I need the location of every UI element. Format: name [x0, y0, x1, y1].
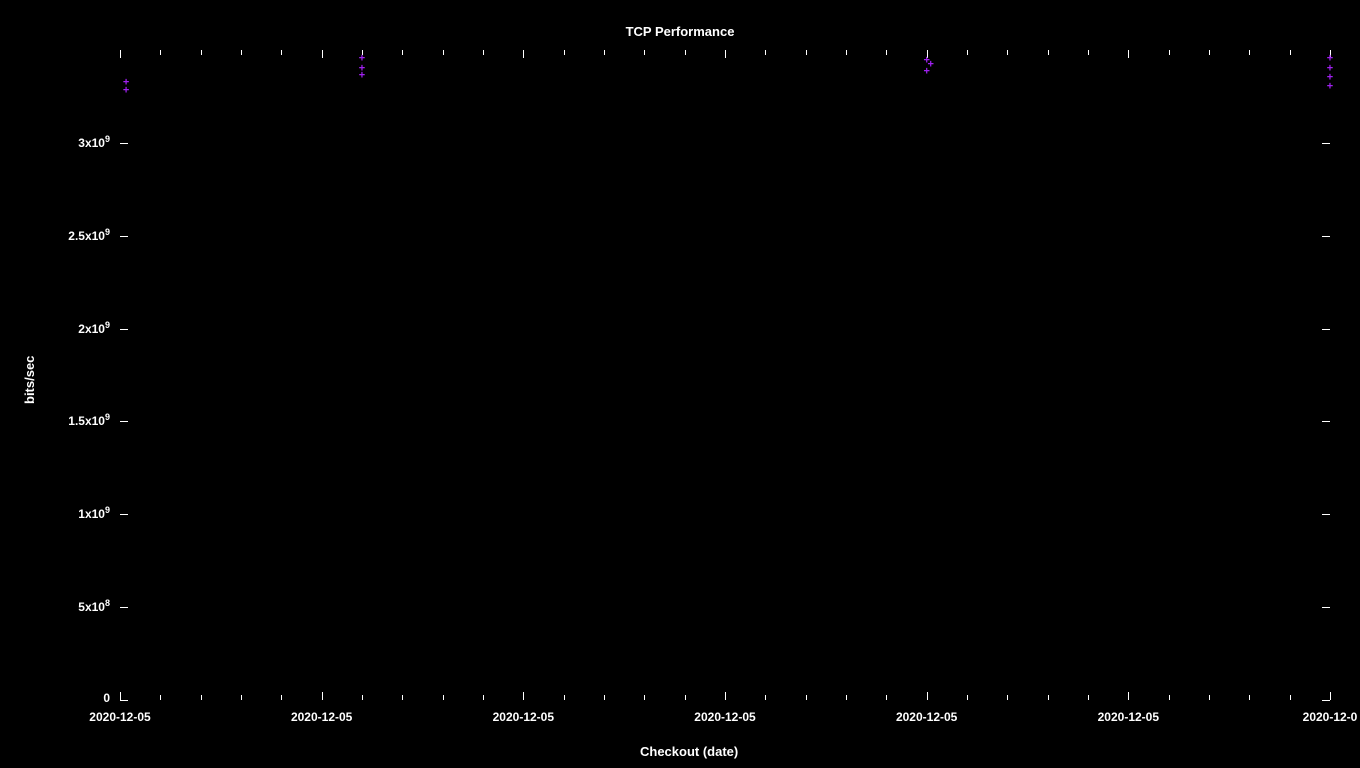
y-tick-mark — [120, 236, 128, 237]
x-minor-tick-mark — [806, 695, 807, 700]
x-minor-tick-mark — [886, 695, 887, 700]
x-axis-label: Checkout (date) — [640, 744, 738, 759]
x-minor-tick-mark — [1169, 50, 1170, 55]
x-minor-tick-mark — [685, 695, 686, 700]
x-tick-label: 2020-12-05 — [463, 710, 583, 724]
y-tick-mark — [120, 700, 128, 701]
y-tick-mark — [120, 421, 128, 422]
y-tick-mark — [120, 143, 128, 144]
y-tick-mark — [120, 329, 128, 330]
y-tick-label: 1.5x109 — [20, 412, 110, 428]
data-point: + — [123, 85, 129, 96]
x-minor-tick-mark — [604, 695, 605, 700]
y-tick-label: 3x109 — [20, 134, 110, 150]
x-tick-mark — [322, 50, 323, 58]
x-tick-mark — [120, 50, 121, 58]
y-axis-label: bits/sec — [22, 356, 37, 404]
x-minor-tick-mark — [1048, 50, 1049, 55]
x-minor-tick-mark — [443, 50, 444, 55]
y-tick-mark — [1322, 700, 1330, 701]
x-minor-tick-mark — [1249, 695, 1250, 700]
y-tick-mark — [120, 514, 128, 515]
x-tick-label: 2020-12-05 — [60, 710, 180, 724]
y-tick-label: 0 — [20, 691, 110, 705]
y-tick-mark — [1322, 236, 1330, 237]
x-minor-tick-mark — [1249, 50, 1250, 55]
data-point: + — [923, 67, 929, 78]
x-tick-mark — [523, 692, 524, 700]
x-minor-tick-mark — [1290, 50, 1291, 55]
x-tick-mark — [725, 692, 726, 700]
x-minor-tick-mark — [967, 50, 968, 55]
x-minor-tick-mark — [201, 695, 202, 700]
x-minor-tick-mark — [1290, 695, 1291, 700]
x-minor-tick-mark — [483, 695, 484, 700]
x-tick-label: 2020-12-05 — [1068, 710, 1188, 724]
x-minor-tick-mark — [967, 695, 968, 700]
y-tick-mark — [1322, 421, 1330, 422]
x-minor-tick-mark — [564, 50, 565, 55]
y-tick-label: 2.5x109 — [20, 227, 110, 243]
y-tick-label: 2x109 — [20, 320, 110, 336]
x-minor-tick-mark — [201, 50, 202, 55]
x-minor-tick-mark — [402, 50, 403, 55]
y-tick-mark — [1322, 329, 1330, 330]
y-tick-mark — [120, 607, 128, 608]
x-minor-tick-mark — [1169, 695, 1170, 700]
x-minor-tick-mark — [1048, 695, 1049, 700]
x-minor-tick-mark — [1209, 695, 1210, 700]
y-tick-mark — [1322, 143, 1330, 144]
x-minor-tick-mark — [281, 695, 282, 700]
x-tick-mark — [523, 50, 524, 58]
x-minor-tick-mark — [846, 50, 847, 55]
x-minor-tick-mark — [1007, 695, 1008, 700]
x-minor-tick-mark — [483, 50, 484, 55]
x-minor-tick-mark — [765, 695, 766, 700]
x-tick-mark — [322, 692, 323, 700]
x-tick-mark — [927, 692, 928, 700]
x-minor-tick-mark — [443, 695, 444, 700]
x-minor-tick-mark — [644, 50, 645, 55]
x-minor-tick-mark — [281, 50, 282, 55]
x-minor-tick-mark — [241, 695, 242, 700]
x-minor-tick-mark — [765, 50, 766, 55]
x-tick-label: 2020-12-0 — [1270, 710, 1360, 724]
x-minor-tick-mark — [1007, 50, 1008, 55]
x-minor-tick-mark — [160, 50, 161, 55]
x-tick-label: 2020-12-05 — [867, 710, 987, 724]
y-tick-label: 1x109 — [20, 505, 110, 521]
chart-title: TCP Performance — [0, 24, 1360, 39]
x-minor-tick-mark — [604, 50, 605, 55]
y-tick-label: 5x108 — [20, 598, 110, 614]
tcp-performance-chart: TCP Performance bits/sec Checkout (date)… — [0, 0, 1360, 768]
x-minor-tick-mark — [564, 695, 565, 700]
x-minor-tick-mark — [685, 50, 686, 55]
x-tick-mark — [120, 692, 121, 700]
x-minor-tick-mark — [160, 695, 161, 700]
x-tick-mark — [725, 50, 726, 58]
x-minor-tick-mark — [1088, 50, 1089, 55]
x-tick-label: 2020-12-05 — [262, 710, 382, 724]
x-minor-tick-mark — [886, 50, 887, 55]
data-point: + — [1327, 82, 1333, 93]
x-tick-mark — [1330, 692, 1331, 700]
data-point: + — [359, 71, 365, 82]
x-tick-mark — [1128, 692, 1129, 700]
x-minor-tick-mark — [402, 695, 403, 700]
y-tick-mark — [1322, 607, 1330, 608]
x-minor-tick-mark — [362, 695, 363, 700]
x-tick-mark — [1128, 50, 1129, 58]
x-minor-tick-mark — [241, 50, 242, 55]
x-tick-label: 2020-12-05 — [665, 710, 785, 724]
x-minor-tick-mark — [806, 50, 807, 55]
x-minor-tick-mark — [1209, 50, 1210, 55]
x-minor-tick-mark — [846, 695, 847, 700]
x-minor-tick-mark — [644, 695, 645, 700]
y-tick-mark — [1322, 514, 1330, 515]
x-minor-tick-mark — [1088, 695, 1089, 700]
